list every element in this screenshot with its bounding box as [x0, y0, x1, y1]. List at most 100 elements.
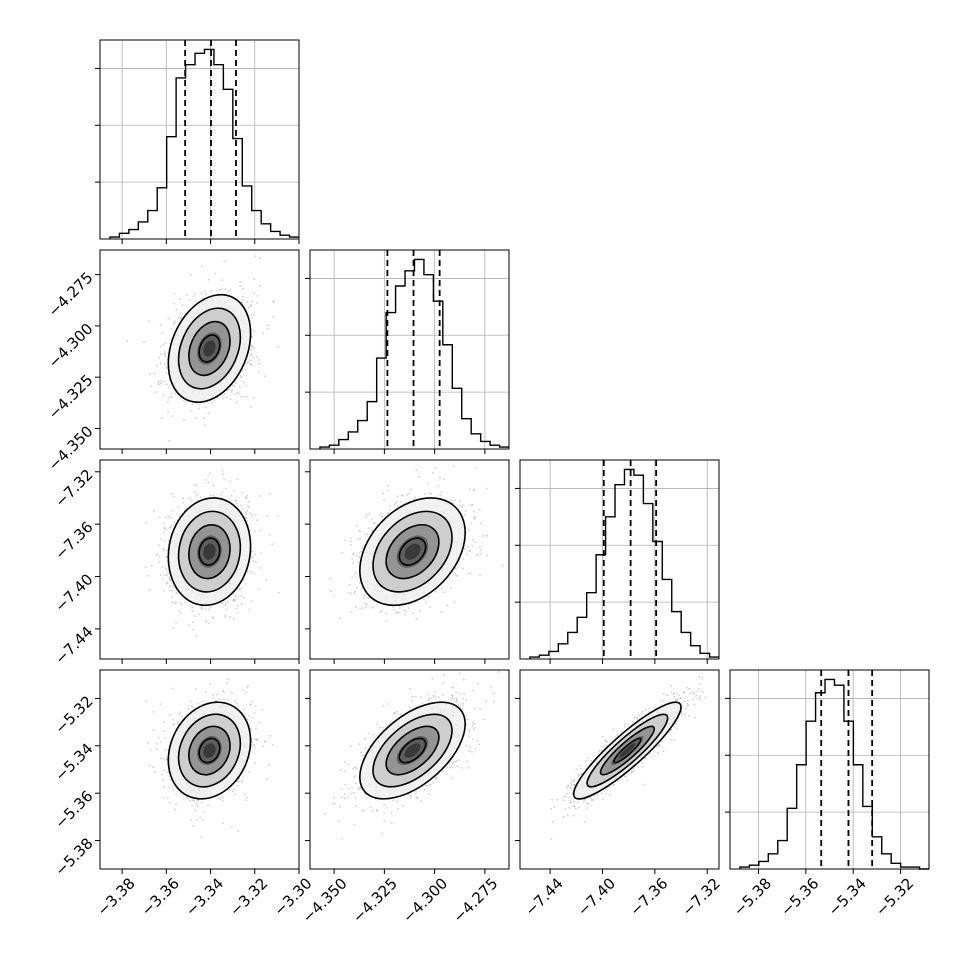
- sample-point: [175, 802, 178, 805]
- sample-point: [373, 522, 375, 524]
- sample-point: [251, 740, 254, 743]
- scatter-panel-3-0: [99, 669, 300, 870]
- sample-point: [166, 556, 168, 558]
- sample-point: [458, 500, 461, 503]
- sample-point: [461, 567, 464, 570]
- sample-point: [234, 499, 237, 502]
- sample-point: [396, 500, 399, 503]
- sample-point: [454, 573, 457, 576]
- sample-point: [262, 331, 264, 334]
- sample-point: [429, 606, 431, 608]
- sample-point: [175, 592, 178, 594]
- sample-point: [365, 516, 367, 519]
- sample-point: [247, 685, 249, 687]
- sample-point: [250, 406, 253, 408]
- sample-point: [405, 610, 407, 613]
- sample-point: [249, 529, 252, 532]
- sample-point: [247, 506, 250, 509]
- sample-point: [225, 396, 228, 399]
- sample-point: [463, 514, 466, 517]
- sample-point: [239, 285, 242, 287]
- sample-point: [446, 604, 449, 607]
- sample-point: [192, 483, 195, 486]
- sample-point: [224, 288, 227, 290]
- sample-point: [255, 727, 257, 730]
- sample-point: [152, 711, 155, 713]
- sample-point: [241, 299, 244, 301]
- sample-point: [160, 382, 162, 385]
- sample-point: [169, 589, 172, 592]
- sample-point: [385, 620, 388, 623]
- sample-point: [168, 378, 171, 381]
- contour-line-2: [177, 510, 242, 593]
- sample-point: [168, 439, 170, 442]
- sample-point: [172, 323, 175, 325]
- sample-point: [165, 383, 168, 386]
- sample-point: [205, 621, 208, 624]
- sample-point: [175, 793, 178, 796]
- sample-point: [479, 546, 481, 549]
- sample-point: [473, 541, 476, 544]
- sample-point: [470, 522, 473, 525]
- sample-point: [438, 476, 441, 479]
- sample-point: [207, 608, 210, 611]
- sample-point: [171, 509, 174, 512]
- sample-point: [235, 499, 238, 502]
- sample-point: [145, 521, 148, 524]
- sample-point: [387, 484, 390, 487]
- sample-point: [354, 590, 357, 593]
- sample-point: [453, 465, 455, 468]
- sample-point: [169, 525, 172, 528]
- sample-point: [428, 492, 431, 495]
- scatter-panel-1-0: [99, 249, 300, 450]
- sample-point: [257, 358, 260, 361]
- sample-point: [230, 691, 233, 694]
- sample-point: [165, 516, 168, 519]
- panel-frame: [99, 459, 300, 660]
- panel-content: [126, 255, 279, 442]
- sample-point: [169, 526, 172, 529]
- sample-point: [258, 371, 261, 373]
- scatter-panel-2-1: [309, 459, 510, 660]
- sample-point: [469, 572, 472, 575]
- sample-point: [466, 553, 468, 556]
- sample-point: [254, 530, 257, 533]
- sample-point: [165, 366, 168, 369]
- sample-point: [383, 499, 385, 501]
- sample-point: [222, 397, 225, 400]
- sample-point: [242, 287, 245, 290]
- sample-point: [177, 316, 180, 319]
- sample-point: [236, 604, 239, 607]
- sample-point: [247, 714, 250, 717]
- sample-point: [204, 406, 207, 409]
- sample-point: [235, 401, 238, 404]
- sample-point: [387, 489, 390, 492]
- sample-point: [471, 503, 474, 506]
- sample-point: [179, 711, 182, 714]
- sample-point: [251, 513, 254, 516]
- sample-point: [143, 341, 145, 344]
- sample-point: [382, 492, 385, 495]
- sample-point: [207, 622, 210, 625]
- sample-point: [276, 514, 279, 517]
- sample-point: [166, 581, 169, 584]
- sample-point: [155, 364, 158, 367]
- sample-point: [269, 734, 272, 737]
- sample-point: [248, 500, 250, 503]
- sample-point: [272, 315, 275, 318]
- sample-point: [465, 510, 467, 512]
- sample-point: [241, 370, 244, 372]
- sample-point: [363, 594, 366, 597]
- sample-point: [160, 538, 163, 541]
- sample-point: [161, 416, 163, 419]
- sample-point: [167, 410, 170, 413]
- panel-frame: [99, 249, 300, 450]
- sample-point: [273, 300, 275, 303]
- sample-point: [253, 314, 255, 317]
- sample-point: [429, 493, 432, 495]
- sample-point: [427, 481, 429, 484]
- sample-point: [160, 353, 163, 356]
- panel-content: [145, 469, 280, 659]
- sample-point: [350, 611, 353, 614]
- sample-point: [179, 602, 181, 605]
